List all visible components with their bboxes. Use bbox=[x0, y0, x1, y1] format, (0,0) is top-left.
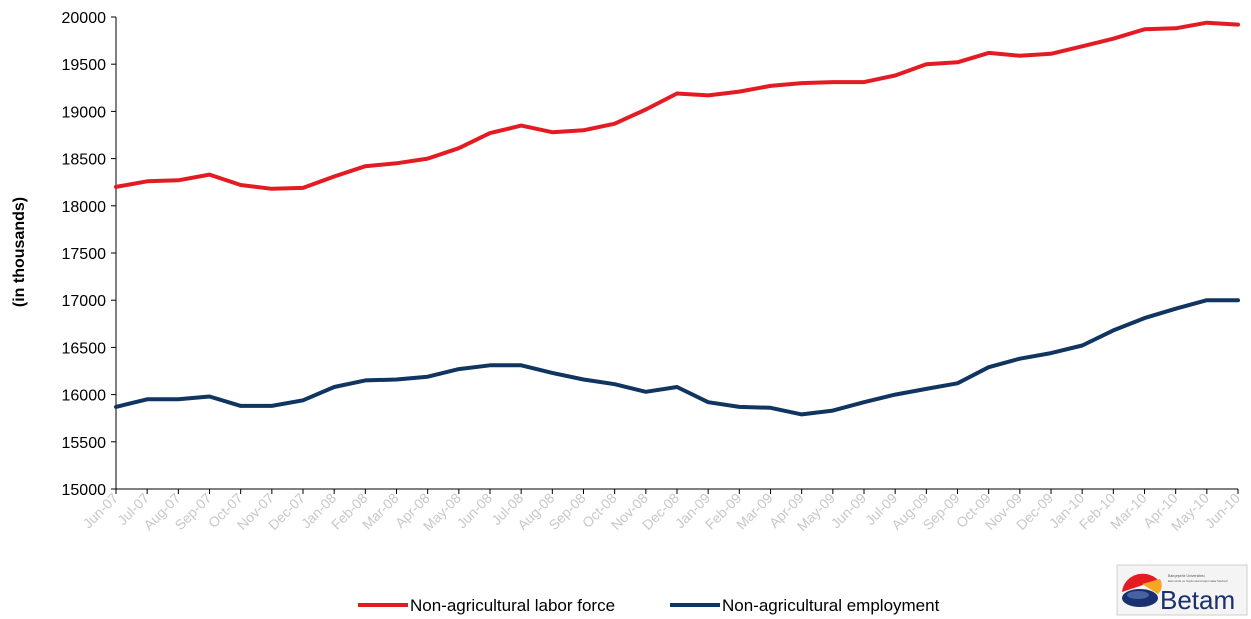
logo-tagline-1: Bahçeşehir Üniversitesi bbox=[1168, 574, 1205, 578]
series-lines bbox=[114, 20, 1240, 417]
x-tick-label: Jun-08 bbox=[454, 490, 496, 532]
y-tick-label: 16500 bbox=[62, 340, 107, 357]
y-tick-label: 19500 bbox=[62, 57, 107, 74]
y-tick-label: 16000 bbox=[62, 388, 107, 405]
series-line-0 bbox=[114, 20, 1240, 191]
logo-tagline-2: Ekonomik ve Toplumsal Araştırmalar Merke… bbox=[1168, 579, 1228, 583]
betam-logo: Bahçeşehir Üniversitesi Ekonomik ve Topl… bbox=[1116, 564, 1248, 616]
legend-label-employment: Non-agricultural employment bbox=[722, 596, 940, 615]
logo-red-swoosh bbox=[1122, 573, 1158, 592]
y-tick-labels: 15000 15500 16000 16500 17000 17500 18000 18500… bbox=[62, 10, 107, 499]
y-tick-label: 18500 bbox=[62, 152, 107, 169]
y-tick-label: 15500 bbox=[62, 435, 107, 452]
axes bbox=[111, 16, 1239, 494]
series-line-1 bbox=[114, 298, 1240, 417]
logo-disc-highlight bbox=[1127, 591, 1149, 599]
logo-wordmark: Betam bbox=[1160, 585, 1235, 615]
y-tick-label: 18000 bbox=[62, 199, 107, 216]
x-tick-labels: Jun-07Jul-07Aug-07Sep-07Oct-07Nov-07Dec-… bbox=[80, 490, 1244, 534]
legend-label-labor-force: Non-agricultural labor force bbox=[410, 596, 615, 615]
y-axis-label: (in thousands) bbox=[11, 197, 28, 307]
y-tick-label: 17000 bbox=[62, 293, 107, 310]
x-tick-label: Jun-10 bbox=[1202, 490, 1244, 532]
logo-orange-swoosh bbox=[1142, 579, 1162, 594]
y-tick-label: 15000 bbox=[62, 482, 107, 499]
y-tick-label: 17500 bbox=[62, 246, 107, 263]
y-tick-label: 19000 bbox=[62, 104, 107, 121]
y-tick-label: 20000 bbox=[62, 10, 107, 27]
x-tick-label: Jun-09 bbox=[828, 490, 870, 532]
legend: Non-agricultural labor force Non-agricul… bbox=[358, 596, 940, 615]
